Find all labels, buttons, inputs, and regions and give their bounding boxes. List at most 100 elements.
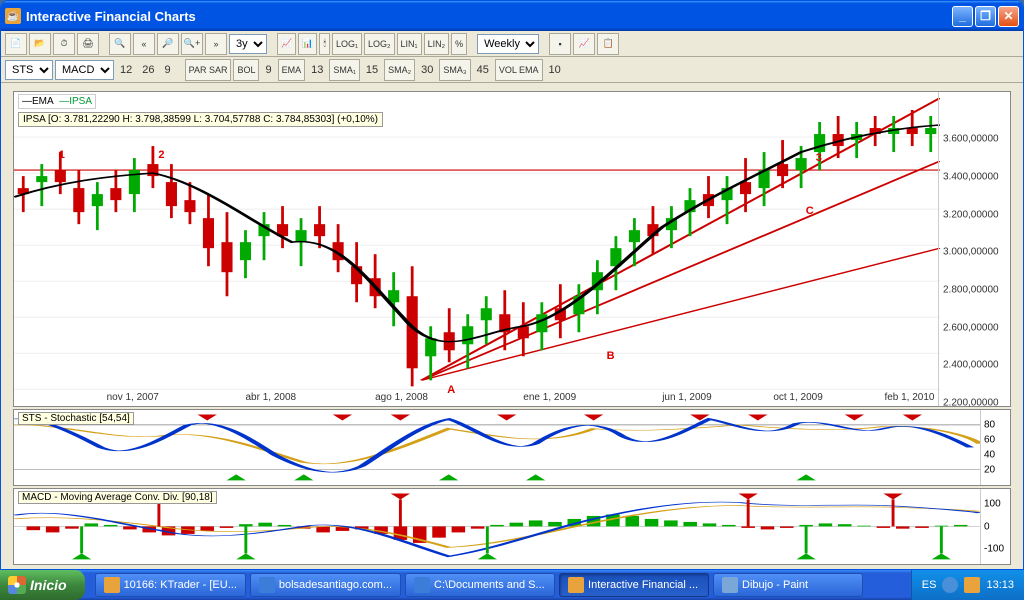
language-indicator[interactable]: ES [922, 579, 937, 591]
close-button[interactable]: ✕ [998, 6, 1019, 27]
param-value: 9 [261, 64, 275, 76]
param-value: 13 [307, 64, 327, 76]
period-select[interactable]: 3y [229, 34, 267, 54]
taskbar-button[interactable]: Interactive Financial ... [559, 573, 709, 597]
scale-button[interactable]: LOG₁ [332, 33, 362, 55]
y-tick-label: 40 [984, 450, 995, 461]
param-value: 15 [362, 64, 382, 76]
tool-button[interactable]: ⏱ [53, 33, 75, 55]
param-value: 45 [473, 64, 493, 76]
window-title: Interactive Financial Charts [26, 9, 950, 24]
chart-annotation: A [447, 384, 455, 396]
y-tick-label: 2.800,00000 [943, 285, 999, 296]
app-icon [568, 577, 584, 593]
clock[interactable]: 13:13 [986, 579, 1014, 591]
indicator-button[interactable]: EMA [278, 59, 306, 81]
scale-button[interactable]: LOG₂ [364, 33, 395, 55]
app-icon [259, 577, 275, 593]
x-tick-label: oct 1, 2009 [773, 392, 822, 403]
system-tray: ES 13:13 [911, 570, 1024, 600]
indicator-button[interactable]: PAR SAR [185, 59, 232, 81]
scale-button[interactable]: 🕯 [319, 33, 330, 55]
chart-annotation: 3 [816, 152, 822, 164]
chart-area: —EMA —IPSA IPSA [O: 3.781,22290 H: 3.798… [1, 83, 1023, 569]
tool-button[interactable]: 📂 [29, 33, 51, 55]
misc-button[interactable]: 📋 [597, 33, 619, 55]
sts-label: STS - Stochastic [54,54] [18, 412, 134, 425]
y-tick-label: 2.200,00000 [943, 398, 999, 409]
indicator-button[interactable]: SMA₃ [439, 59, 470, 81]
scale-button[interactable]: 📊 [298, 33, 317, 55]
y-tick-label: 20 [984, 465, 995, 476]
x-tick-label: feb 1, 2010 [884, 392, 934, 403]
zoom-button[interactable]: 🔍+ [181, 33, 203, 55]
tool-button[interactable]: 📄 [5, 33, 27, 55]
maximize-button[interactable]: ❐ [975, 6, 996, 27]
y-tick-label: 3.600,00000 [943, 134, 999, 145]
macd-chart[interactable]: MACD - Moving Average Conv. Div. [90,18]… [13, 488, 1011, 565]
scale-button[interactable]: 📈 [277, 33, 296, 55]
param-value: 12 [116, 64, 136, 76]
indicator2-select[interactable]: MACD [55, 60, 114, 80]
interval-select[interactable]: Weekly [477, 34, 539, 54]
macd-y-axis: 1000-100 [980, 489, 1008, 564]
tool-button[interactable]: 🖨 [77, 33, 99, 55]
price-x-axis: nov 1, 2007 abr 1, 2008 ago 1, 2008 ene 1, … [14, 392, 940, 406]
zoom-button[interactable]: 🔍 [109, 33, 131, 55]
scale-button[interactable]: % [451, 33, 467, 55]
param-value: 9 [161, 64, 175, 76]
indicator1-select[interactable]: STS [5, 60, 53, 80]
scale-button[interactable]: LIN₂ [424, 33, 450, 55]
y-tick-label: 2.400,00000 [943, 360, 999, 371]
sts-plot [14, 410, 980, 485]
taskbar-button[interactable]: bolsadesantiago.com... [250, 573, 401, 597]
indicator-button[interactable]: BOL [233, 59, 259, 81]
y-tick-label: 0 [984, 521, 990, 532]
y-tick-label: 3.400,00000 [943, 171, 999, 182]
param-value: 30 [417, 64, 437, 76]
y-tick-label: 60 [984, 435, 995, 446]
start-button[interactable]: Inicio [0, 570, 85, 600]
taskbar-button[interactable]: 10166: KTrader - [EU... [95, 573, 246, 597]
toolbar-1: 📄📂⏱🖨🔍«🔎🔍+»3y📈📊🕯LOG₁LOG₂LIN₁LIN₂%Weekly▪📈… [1, 31, 1023, 57]
misc-button[interactable]: ▪ [549, 33, 571, 55]
titlebar: ☕ Interactive Financial Charts _ ❐ ✕ [1, 1, 1023, 31]
java-icon: ☕ [5, 8, 21, 24]
x-tick-label: abr 1, 2008 [246, 392, 297, 403]
x-tick-label: nov 1, 2007 [107, 392, 159, 403]
app-window: ☕ Interactive Financial Charts _ ❐ ✕ 📄📂⏱… [0, 0, 1024, 570]
y-tick-label: 80 [984, 420, 995, 431]
taskbar-button[interactable]: C:\Documents and S... [405, 573, 555, 597]
y-tick-label: 3.200,00000 [943, 209, 999, 220]
price-plot [14, 92, 940, 392]
x-tick-label: jun 1, 2009 [662, 392, 712, 403]
taskbar: Inicio 10166: KTrader - [EU...bolsadesan… [0, 570, 1024, 600]
scale-button[interactable]: LIN₁ [397, 33, 422, 55]
param-value: 26 [138, 64, 158, 76]
main-price-chart[interactable]: —EMA —IPSA IPSA [O: 3.781,22290 H: 3.798… [13, 91, 1011, 407]
indicator-button[interactable]: SMA₂ [384, 59, 415, 81]
indicator-button[interactable]: SMA₁ [329, 59, 360, 81]
chart-annotation: B [607, 350, 615, 362]
chart-legend: —EMA —IPSA [18, 94, 96, 109]
tray-icon-2[interactable] [964, 577, 980, 593]
minimize-button[interactable]: _ [952, 6, 973, 27]
y-tick-label: 100 [984, 499, 1001, 510]
tray-icon-1[interactable] [942, 577, 958, 593]
taskbar-button[interactable]: Dibujo - Paint [713, 573, 863, 597]
zoom-button[interactable]: « [133, 33, 155, 55]
toolbar-2: STSMACD12269PAR SARBOL9EMA13SMA₁15SMA₂30… [1, 57, 1023, 83]
macd-label: MACD - Moving Average Conv. Div. [90,18] [18, 491, 217, 504]
x-tick-label: ene 1, 2009 [523, 392, 576, 403]
app-icon [104, 577, 120, 593]
stochastic-chart[interactable]: STS - Stochastic [54,54] 80 60 40 20 [13, 409, 1011, 486]
zoom-button[interactable]: » [205, 33, 227, 55]
chart-annotation: 2 [158, 149, 164, 161]
indicator-button[interactable]: VOL EMA [495, 59, 543, 81]
chart-annotation: C [806, 205, 814, 217]
app-icon [722, 577, 738, 593]
sts-y-axis: 80 60 40 20 [980, 410, 1008, 485]
misc-button[interactable]: 📈 [573, 33, 595, 55]
x-tick-label: ago 1, 2008 [375, 392, 428, 403]
zoom-button[interactable]: 🔎 [157, 33, 179, 55]
